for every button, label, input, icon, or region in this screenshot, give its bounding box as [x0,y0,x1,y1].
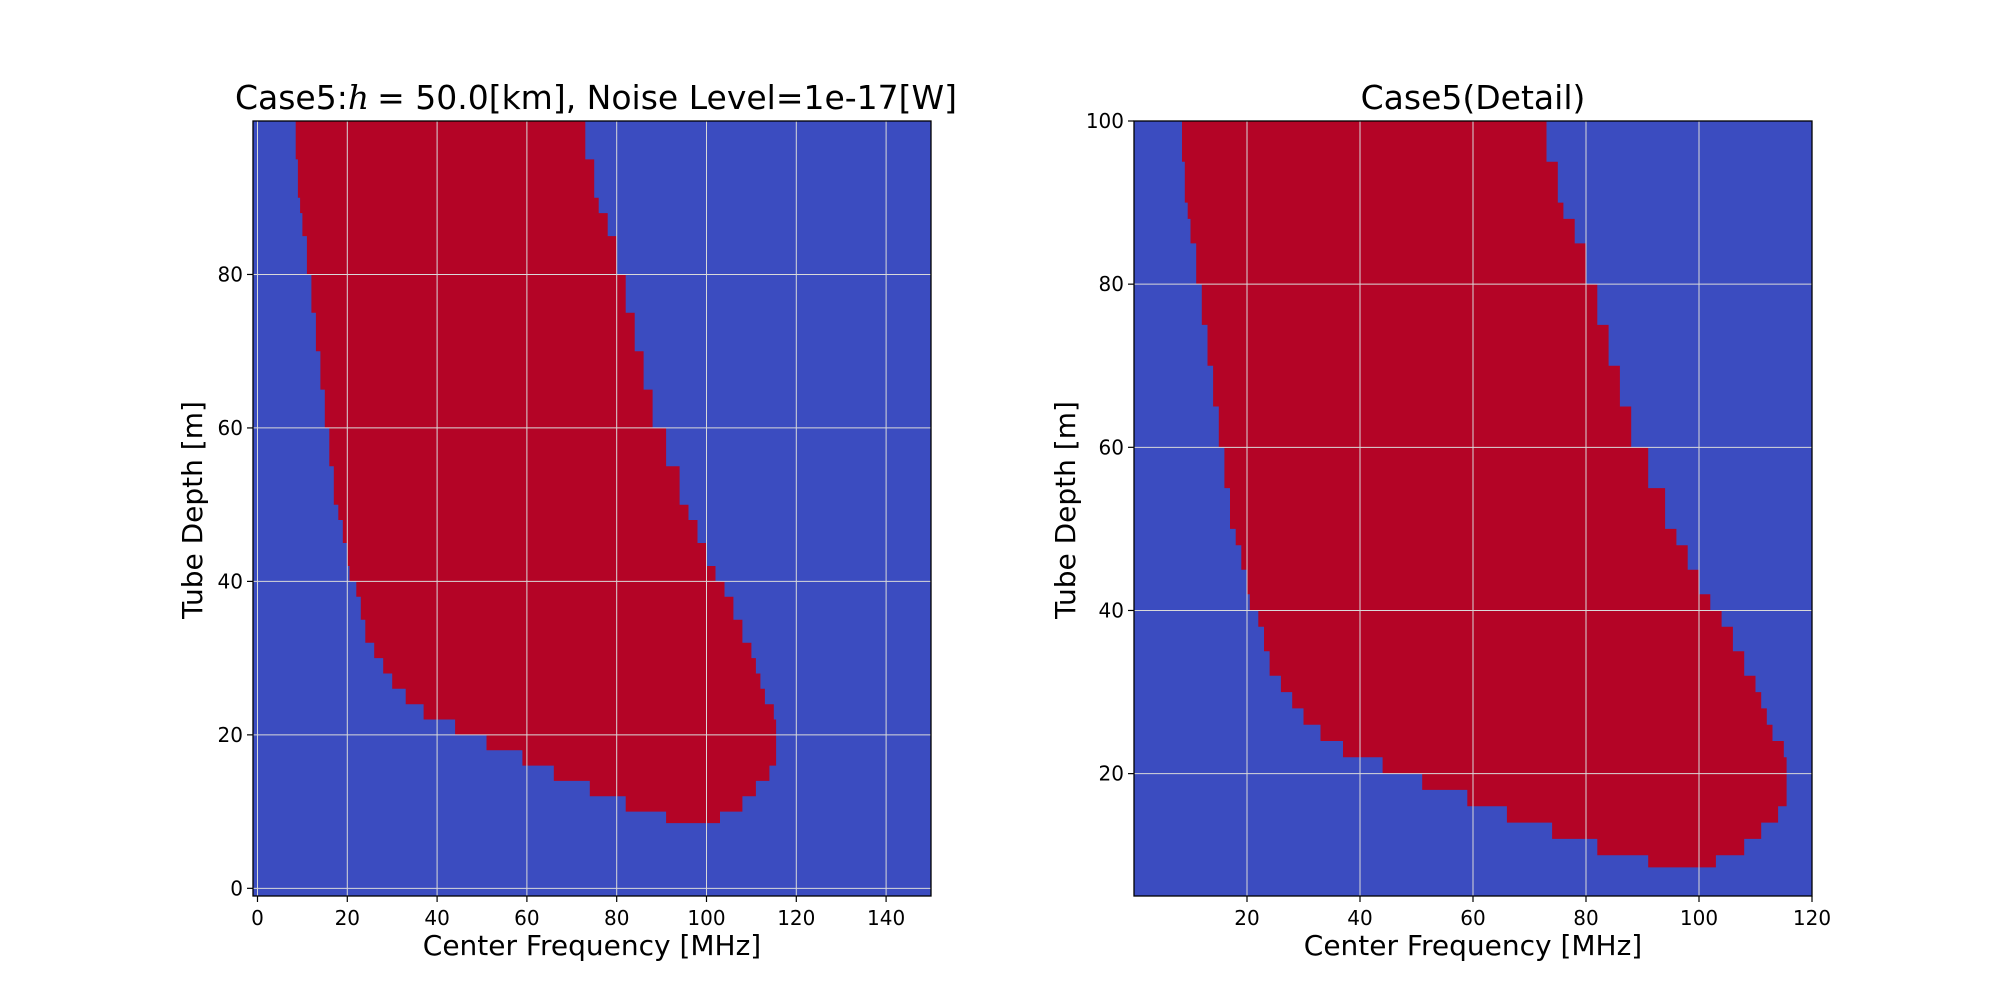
left-x-tick-label-140: 140 [867,906,905,930]
left-heatmap-panel: Case5:h = 50.0[km], Noise Level=1e-17[W] … [176,78,957,962]
right-x-tick-label-100: 100 [1680,906,1718,930]
left-x-tick-label-100: 100 [687,906,725,930]
left-x-tick-label-20: 20 [335,906,360,930]
right-y-axis-label: Tube Depth [m] [1049,401,1082,620]
left-y-tick-label-20: 20 [218,723,243,747]
left-x-tick-label-120: 120 [777,906,815,930]
right-plot-area: 20 40 60 80 100 120 20 40 60 80 100 [1086,109,1831,930]
left-detection-region [295,121,777,824]
right-y-tick-label-40: 40 [1099,598,1124,622]
right-x-tick-label-80: 80 [1573,906,1598,930]
left-chart-title: Case5:h = 50.0[km], Noise Level=1e-17[W] [235,78,957,117]
right-x-tick-label-20: 20 [1234,906,1259,930]
left-y-axis-label: Tube Depth [m] [176,401,209,620]
left-x-tick-label-80: 80 [604,906,629,930]
left-x-tick-label-60: 60 [514,906,539,930]
left-y-tick-label-80: 80 [218,262,243,286]
right-heatmap-panel: Case5(Detail) 20 40 60 80 100 12020406080100 … [1049,78,1831,962]
left-axes-frame [252,120,932,897]
left-plot-area: 0 20 40 60 80 100 120 140 0 20 40 60 80 [218,120,932,930]
right-y-tick-label-20: 20 [1099,762,1124,786]
right-y-tick-label-80: 80 [1099,272,1124,296]
right-y-tick-label-100: 100 [1086,109,1124,133]
right-x-tick-label-120: 120 [1793,906,1831,930]
left-x-tick-label-0: 0 [251,906,264,930]
left-x-tick-label-40: 40 [424,906,449,930]
right-x-axis-label: Center Frequency [MHz] [1304,929,1642,962]
left-x-axis-label: Center Frequency [MHz] [423,929,761,962]
right-y-tick-label-60: 60 [1099,435,1124,459]
left-y-tick-label-0: 0 [230,876,243,900]
right-x-tick-label-60: 60 [1460,906,1485,930]
left-y-tick-label-60: 60 [218,416,243,440]
right-chart-title: Case5(Detail) [1361,78,1586,117]
right-x-tick-label-40: 40 [1347,906,1372,930]
left-y-tick-label-40: 40 [218,569,243,593]
right-detection-region [1182,121,1787,868]
